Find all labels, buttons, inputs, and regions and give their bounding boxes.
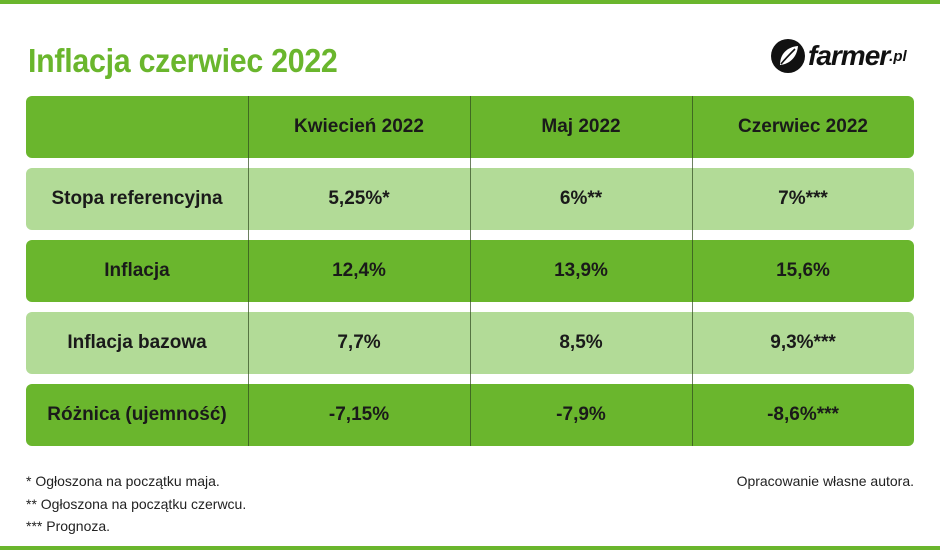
footnotes: * Ogłoszona na początku maja. ** Ogłoszo… <box>26 470 246 538</box>
cell-value: 12,4% <box>332 260 386 281</box>
row-label: Inflacja <box>104 260 170 281</box>
logo-wordmark: farmer <box>808 40 890 71</box>
cell-value: 13,9% <box>554 260 608 281</box>
source-note: Opracowanie własne autora. <box>736 473 914 489</box>
cell-value: 15,6% <box>776 260 830 281</box>
cell-value: 5,25%* <box>328 188 390 209</box>
inflation-table: Kwiecień 2022 Maj 2022 Czerwiec 2022 Sto… <box>26 96 914 446</box>
row-label: Różnica (ujemność) <box>47 404 227 425</box>
cell-value: 8,5% <box>559 332 603 353</box>
cell-value: -8,6%*** <box>767 404 839 425</box>
top-accent-rule <box>0 0 940 4</box>
column-divider <box>692 96 693 446</box>
header-cell-empty <box>26 96 248 158</box>
cell-value: 9,3%*** <box>770 332 836 353</box>
cell-value: -7,15% <box>328 404 390 425</box>
cell-value: -7,9% <box>556 404 606 425</box>
cell-value: 7%*** <box>778 188 828 209</box>
header-cell-june: Czerwiec 2022 <box>738 116 868 137</box>
cell-value: 7,7% <box>337 332 381 353</box>
leaf-icon <box>771 39 805 73</box>
column-divider <box>470 96 471 446</box>
farmer-logo: farmer .pl <box>770 37 907 75</box>
cell-value: 6%** <box>559 188 603 209</box>
header-cell-april: Kwiecień 2022 <box>294 116 424 137</box>
logo-tld: .pl <box>889 47 907 65</box>
header-cell-may: Maj 2022 <box>541 116 621 137</box>
column-divider <box>248 96 249 446</box>
row-label: Inflacja bazowa <box>67 332 207 353</box>
bottom-accent-rule <box>0 546 940 550</box>
footnote-2: ** Ogłoszona na początku czerwcu. <box>26 495 247 512</box>
row-label: Stopa referencyjna <box>51 188 223 209</box>
footnote-1: * Ogłoszona na początku maja. <box>26 473 220 489</box>
footnote-3: *** Prognoza. <box>26 518 111 534</box>
page-title: Inflacja czerwiec 2022 <box>28 42 338 79</box>
